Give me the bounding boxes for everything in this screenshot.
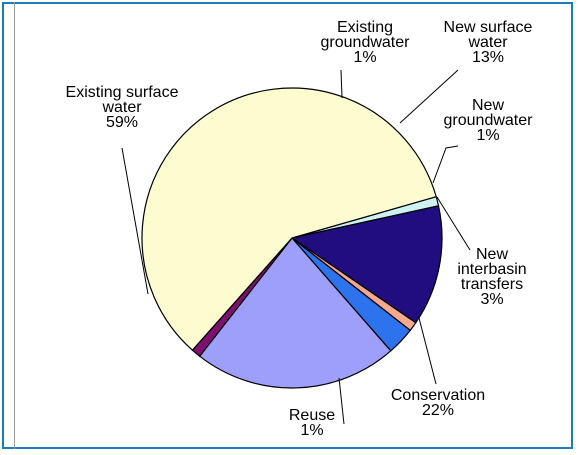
slice-label-new-groundwater: New groundwater 1% xyxy=(444,97,534,144)
frame-divider xyxy=(14,2,15,449)
slice-label-line: Reuse xyxy=(289,407,335,424)
slice-label-line: 22% xyxy=(422,402,454,419)
leader-lines xyxy=(121,69,471,425)
slice-label-line: 1% xyxy=(353,49,376,66)
pie-slice-conservation xyxy=(199,237,392,389)
slice-label-line: Existing surface xyxy=(66,84,179,101)
slice-label-line: New xyxy=(472,97,504,114)
slice-label-line: groundwater xyxy=(321,34,411,51)
leader-line-reuse xyxy=(338,377,345,425)
slice-label-line: 3% xyxy=(480,291,503,308)
leader-line-conservation xyxy=(418,317,437,385)
leader-line-existing-groundwater xyxy=(340,69,343,99)
slice-label-line: 1% xyxy=(476,127,499,144)
slice-label-line: transfers xyxy=(461,276,523,293)
slice-label-line: interbasin xyxy=(457,261,526,278)
slice-labels: Existing groundwater 1%New surface water 13%… xyxy=(66,19,534,439)
leader-line-new-interbasin-transfers xyxy=(436,196,471,251)
slice-label-line: New surface xyxy=(444,19,533,36)
slice-label-line: Conservation xyxy=(391,387,485,404)
slice-label-new-surface-water: New surface water 13% xyxy=(444,19,533,66)
leader-line-new-groundwater xyxy=(432,145,459,184)
slice-label-line: New xyxy=(476,246,508,263)
slice-label-line: 1% xyxy=(300,422,323,439)
slice-label-reuse: Reuse 1% xyxy=(289,407,335,439)
pie-slices xyxy=(141,87,443,389)
leader-line-new-surface-water xyxy=(399,69,459,124)
slice-label-line: groundwater xyxy=(444,112,534,129)
slice-label-line: 59% xyxy=(106,114,138,131)
slice-label-line: Existing xyxy=(337,19,393,36)
slice-label-line: water xyxy=(467,34,508,51)
slice-label-line: 13% xyxy=(472,49,504,66)
slice-label-existing-surface-water: Existing surface water 59% xyxy=(66,84,179,131)
slice-label-existing-groundwater: Existing groundwater 1% xyxy=(321,19,411,66)
pie-slice-new-surface-water xyxy=(291,205,443,324)
slice-label-conservation: Conservation 22% xyxy=(391,387,485,419)
slice-label-line: water xyxy=(101,99,142,116)
leader-line-existing-surface-water xyxy=(121,147,149,295)
slice-label-new-interbasin-transfers: New interbasin transfers 3% xyxy=(457,246,526,308)
pie-slice-existing-surface-water xyxy=(141,87,437,351)
